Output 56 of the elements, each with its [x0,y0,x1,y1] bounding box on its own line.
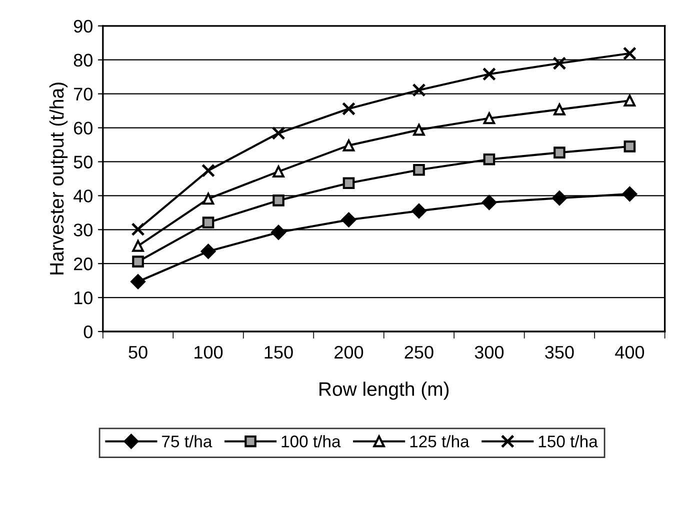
point [342,140,355,152]
x-tick-label: 150 [264,346,293,359]
y-tick-label: 70 [74,88,92,101]
point [270,224,286,240]
x-tick-label: 300 [474,346,504,359]
point [552,56,566,70]
point [342,177,355,190]
point [482,194,497,210]
point [622,186,638,202]
y-axis-title: Harvester output (t/ha) [49,82,68,274]
x-tick-label: 200 [334,346,364,359]
point [412,83,426,97]
y-tick-label: 40 [74,190,92,202]
y-tick-label: 20 [74,258,92,270]
x-tick-label: 50 [128,346,148,359]
point [202,192,214,205]
point [132,240,144,252]
point [341,212,356,228]
point [413,124,425,136]
point [201,164,216,178]
point [413,164,425,176]
point [622,46,636,60]
point [554,146,566,158]
point [131,222,145,236]
point [552,190,568,206]
point [624,140,636,152]
point [272,166,284,178]
legend-label: 150 t/ha [538,435,598,448]
point [482,67,496,81]
point [554,104,566,116]
y-tick-label: 10 [74,291,92,304]
y-tick-label: 60 [74,122,92,134]
point [483,153,496,166]
legend-label: 125 t/ha [410,435,470,448]
y-tick-label: 0 [84,325,92,338]
x-axis-title: Row length (m) [320,382,449,400]
point [624,94,636,107]
point [342,102,356,116]
legend-label: 100 t/ha [282,435,341,448]
point [132,256,144,268]
x-tick-label: 350 [545,346,574,359]
point [200,244,216,259]
y-tick-label: 90 [74,20,92,33]
point [411,203,427,219]
x-tick-label: 400 [615,346,644,359]
x-tick-label: 250 [404,346,434,359]
y-tick-label: 30 [74,224,92,236]
point [483,112,496,124]
point [130,274,146,290]
legend-label: 75 t/ha [162,435,212,448]
x-tick-label: 100 [194,346,223,359]
point [272,194,284,206]
point [272,126,286,140]
point [202,216,214,228]
y-tick-label: 80 [74,54,92,67]
y-tick-label: 50 [74,156,92,168]
